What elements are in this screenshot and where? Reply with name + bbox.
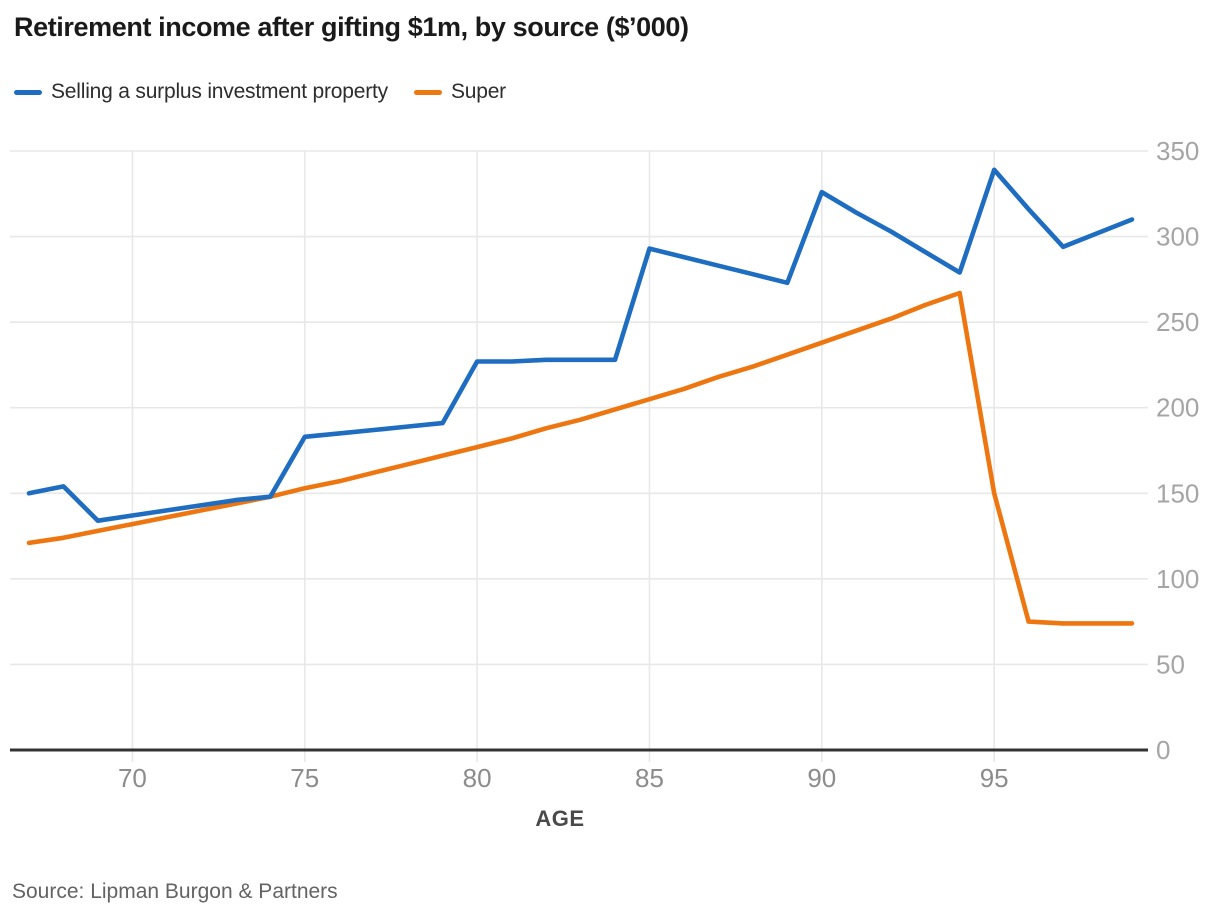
chart-title: Retirement income after gifting $1m, by …: [14, 12, 689, 42]
x-tick-label: 95: [980, 763, 1009, 793]
legend: Selling a surplus investment property Su…: [14, 80, 506, 104]
series-line-property: [26, 167, 1135, 524]
x-axis-title: AGE: [535, 806, 585, 831]
y-tick-label: 250: [1156, 307, 1199, 337]
x-tick-label: 70: [118, 763, 147, 793]
y-tick-label: 100: [1156, 564, 1199, 594]
legend-item-property: Selling a surplus investment property: [14, 80, 388, 104]
y-tick-label: 50: [1156, 649, 1185, 679]
source-note: Source: Lipman Burgon & Partners: [12, 880, 338, 903]
legend-label-property: Selling a surplus investment property: [51, 80, 388, 103]
x-tick-label: 85: [635, 763, 664, 793]
x-tick-label: 80: [463, 763, 492, 793]
y-tick-label: 300: [1156, 222, 1199, 252]
series-line-super: [26, 290, 1135, 626]
legend-label-super: Super: [450, 80, 506, 103]
legend-item-super: Super: [413, 80, 506, 104]
y-tick-label: 0: [1156, 735, 1170, 765]
legend-swatch-super: [413, 89, 442, 95]
y-tick-label: 350: [1156, 136, 1199, 166]
y-tick-label: 200: [1156, 393, 1199, 423]
legend-swatch-property: [14, 89, 42, 95]
x-tick-label: 75: [290, 763, 319, 793]
x-tick-label: 90: [807, 763, 836, 793]
y-tick-label: 150: [1156, 478, 1199, 508]
